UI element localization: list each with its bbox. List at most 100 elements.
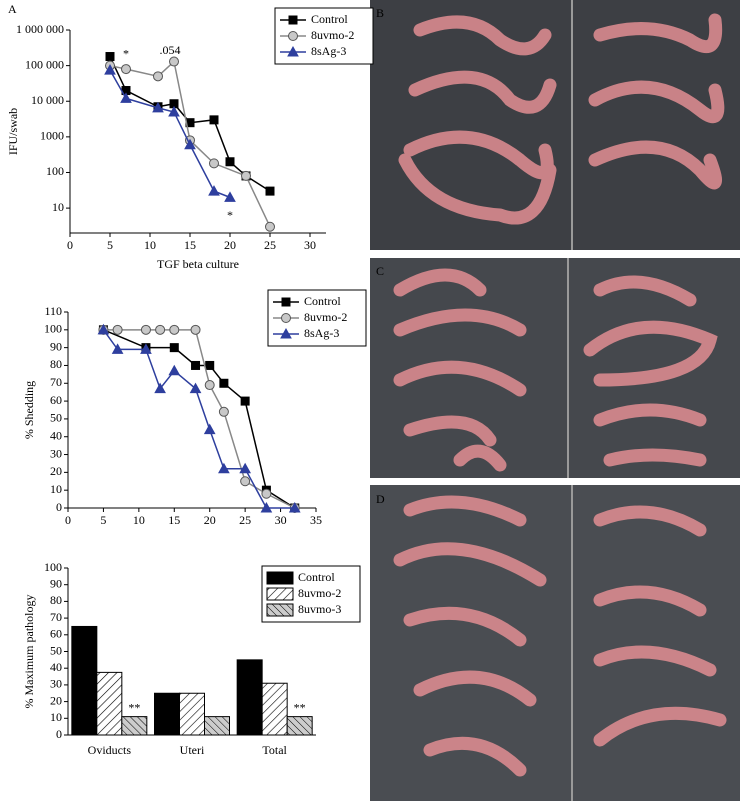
marker (240, 396, 250, 406)
x-tick-label: Oviducts (88, 743, 132, 757)
y-tick-label: 20 (50, 464, 62, 478)
marker (203, 423, 216, 435)
marker (120, 92, 132, 103)
legend-marker (281, 297, 291, 307)
y-tick-label: 50 (50, 643, 62, 657)
y-axis-label: IFU/swab (6, 108, 20, 155)
marker (112, 324, 123, 335)
marker (218, 406, 229, 417)
x-tick-label: 20 (224, 238, 236, 252)
marker (209, 158, 219, 169)
x-tick-label: 30 (304, 238, 316, 252)
legend-label: Control (311, 12, 348, 26)
y-tick-label: 10 (50, 710, 62, 724)
x-tick-label: 0 (67, 238, 73, 252)
annotation: ** (128, 700, 140, 714)
annotation: .054 (160, 43, 181, 57)
panel-label: C (376, 264, 384, 278)
marker (209, 115, 219, 125)
y-tick-label: 0 (56, 727, 62, 741)
marker (121, 64, 131, 75)
marker (240, 476, 251, 487)
x-tick-label: 15 (168, 513, 180, 527)
x-tick-label: 25 (239, 513, 251, 527)
marker (140, 324, 151, 335)
y-tick-label: 10 (50, 482, 62, 496)
legend-marker (281, 313, 291, 323)
marker (205, 360, 215, 370)
x-tick-label: 20 (204, 513, 216, 527)
series-line (103, 329, 296, 509)
marker (155, 324, 166, 335)
y-tick-label: 70 (50, 375, 62, 389)
y-tick-label: 70 (50, 610, 62, 624)
y-tick-label: 100 (44, 560, 62, 574)
annotation: * (227, 208, 233, 222)
panel-label: B (376, 6, 384, 20)
legend-label: 8uvmo-2 (298, 586, 341, 600)
marker (105, 52, 115, 62)
y-tick-label: 100 000 (25, 57, 64, 71)
y-axis-label: % Shedding (22, 381, 36, 439)
legend-label: 8uvmo-2 (304, 310, 347, 324)
x-tick-label: 10 (133, 513, 145, 527)
x-tick-label: 10 (144, 238, 156, 252)
marker (140, 343, 152, 354)
legend-swatch (266, 587, 294, 601)
legend-marker (288, 31, 298, 41)
marker (190, 324, 201, 335)
bar (286, 716, 313, 736)
y-tick-label: 110 (44, 304, 62, 318)
marker (218, 462, 230, 474)
marker (265, 186, 275, 196)
y-tick-label: 60 (50, 627, 62, 641)
marker (169, 56, 179, 67)
marker (208, 185, 220, 196)
marker (104, 64, 116, 75)
y-tick-label: 80 (50, 593, 62, 607)
bar (261, 682, 288, 736)
y-tick-label: 1000 (40, 129, 64, 143)
legend-swatch (266, 571, 294, 585)
y-tick-label: 100 (44, 322, 62, 336)
marker (204, 380, 215, 391)
y-tick-label: 20 (50, 693, 62, 707)
legend-label: 8uvmo-2 (311, 28, 354, 42)
x-tick-label: Uteri (180, 743, 205, 757)
marker (219, 378, 229, 388)
marker (111, 343, 124, 354)
bar (236, 659, 263, 736)
y-tick-label: 40 (50, 428, 62, 442)
annotation: ** (294, 700, 306, 714)
y-tick-label: 30 (50, 446, 62, 460)
x-tick-label: Total (262, 743, 287, 757)
legend-label: 8sAg-3 (304, 326, 339, 340)
bar (71, 625, 98, 736)
y-tick-label: 90 (50, 339, 62, 353)
marker (154, 382, 166, 394)
panel-label: A (8, 2, 17, 16)
marker (153, 71, 163, 82)
marker (224, 191, 236, 202)
x-tick-label: 30 (275, 513, 287, 527)
marker (168, 105, 180, 117)
y-tick-label: 100 (46, 164, 64, 178)
series-line (103, 329, 296, 509)
marker (225, 157, 235, 167)
marker (241, 170, 251, 181)
y-tick-label: 1 000 000 (16, 22, 64, 36)
marker (191, 360, 201, 370)
marker (260, 501, 273, 513)
bar (154, 692, 180, 736)
y-tick-label: 10 000 (31, 93, 64, 107)
panel-label: D (376, 492, 385, 506)
marker (288, 501, 301, 513)
x-axis-label: TGF beta culture (157, 257, 239, 271)
y-tick-label: 0 (56, 500, 62, 514)
y-tick-label: 30 (50, 677, 62, 691)
marker (189, 382, 202, 394)
marker (261, 488, 272, 499)
legend-label: Control (304, 294, 341, 308)
bar (179, 692, 205, 736)
